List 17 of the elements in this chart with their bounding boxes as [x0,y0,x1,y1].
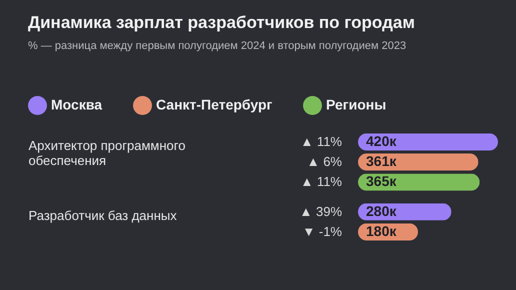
text: ▲ 11% [300,174,342,190]
y-tick-label: Разработчик баз данных [28,208,178,223]
legend-label: Санкт-Петербург [156,96,273,113]
legend-label: Регионы [326,96,386,113]
y-tick-label: Архитектор программного обеспечения [28,138,186,168]
text: ▼ -1% [302,224,342,239]
data-label: 280к [366,202,398,219]
text: ▲ 39% [300,204,342,219]
text: % — разница между первым полугодием 2024 и вторым полугодием 2023 [28,40,406,52]
data-label: 365к [366,173,398,190]
data-label: 361к [366,153,398,170]
text: Динамика зарплат разработчиков по городам [28,13,415,32]
data-label: 420к [366,132,398,149]
text: ▲ 11% [300,134,342,149]
data-label: 180к [366,222,398,239]
legend-label: Москва [51,96,102,113]
text: ▲ 6% [306,154,342,170]
